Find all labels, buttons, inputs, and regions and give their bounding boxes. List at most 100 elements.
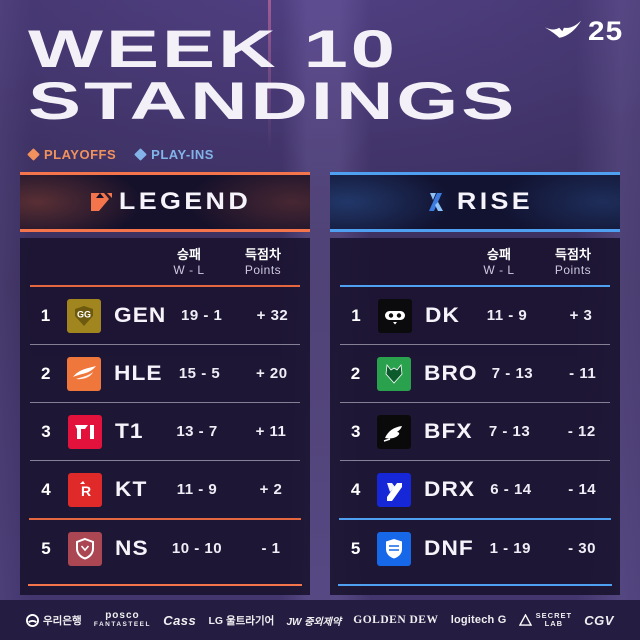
points-value: + 11 [255,423,287,441]
points-value: - 11 [569,365,597,383]
points-value: - 12 [567,423,596,441]
sponsor-golden-dew: GOLDEN DEW [353,614,438,626]
playins-key: PLAY-INS [134,147,214,162]
dnf-emblem-icon [386,538,403,559]
rise-panel: 승패 W - L 득점차 Points 1 [330,238,620,596]
sponsor-jw-pharma: JW 중외제약 [286,613,341,628]
points-header-english: Points [554,263,592,278]
win-loss-value: 7 - 13 [491,365,534,383]
bro-emblem-icon [385,363,403,384]
sponsor-sublabel: FANTASTEEL [93,620,151,628]
playoffs-label: PLAYOFFS [44,147,117,162]
table-row-dnf: 5 DNF 1 - 19 - 30 [330,520,620,577]
points-value: - 30 [568,540,596,558]
team-name: DRX [424,477,476,501]
team-name: DK [425,303,460,327]
playoffs-key: PLAYOFFS [27,147,117,162]
rank-label: 2 [41,363,51,383]
row-separator [340,460,610,462]
ns-emblem-icon [76,537,94,560]
table-row-kt: 4 R KT 11 - 9 + 2 [20,461,310,518]
win-loss-value: 7 - 13 [488,423,531,441]
rank-label: 4 [41,479,51,499]
rise-group-name: RISE [457,188,534,215]
sponsor-label: logitech G [450,614,507,626]
drx-team-logo [377,472,412,507]
sponsor-label: posco [105,610,140,622]
points-header-english: Points [244,263,282,278]
rank-label: 1 [40,305,51,325]
table-row-ns: 5 NS 10 - 10 - 1 [20,520,310,577]
win-loss-value: 11 - 9 [176,481,218,499]
legend-table-bottom-line [28,584,302,587]
team-name: BFX [424,419,474,443]
points-column-header: 득점차 Points [540,247,606,278]
rise-band-bottom-line [330,229,620,232]
t1-team-logo [68,414,102,449]
legend-panel: 승패 W - L 득점차 Points 1 GG GEN 19 [20,238,310,596]
wl-column-header: 승패 W - L [148,247,230,278]
win-loss-value: 13 - 7 [176,423,218,441]
sponsor-secretlab: SECRET LAB [518,612,572,628]
dk-team-logo [378,298,412,333]
points-value: - 14 [568,481,597,499]
sponsor-label: LG 울트라기어 [208,614,275,627]
hle-team-logo [67,356,102,391]
sponsor-label: Cass [163,612,197,628]
title-line-1: WEEK 10 [28,20,399,79]
sponsor-label: 우리은행 [43,614,82,627]
points-value: + 32 [256,307,289,325]
lck-25-logo: 25 [544,16,622,47]
kt-emblem-icon: R [80,480,91,499]
bfx-emblem-icon [384,425,403,442]
bro-team-logo [376,356,411,391]
wl-header-korean: 승패 [177,247,201,262]
points-value: + 2 [259,481,283,499]
rank-label: 5 [350,538,361,558]
table-row-hle: 2 HLE 15 - 5 + 20 [20,345,310,402]
rank-label: 1 [351,305,361,325]
legend-band: LEGEND [20,175,310,229]
lck-bird-icon [544,20,582,38]
rise-group-icon [429,193,444,211]
sponsor-woori-bank: 우리은행 [26,613,82,628]
gen-team-logo: GG [67,298,102,333]
rise-column-headers: 승패 W - L 득점차 Points [330,238,620,283]
wl-header-korean: 승패 [487,247,511,262]
win-loss-value: 10 - 10 [171,540,223,558]
sponsor-label: JW 중외제약 [286,616,342,628]
rise-band: RISE [330,175,620,229]
rise-table-bottom-line [338,584,612,587]
svg-text:GG: GG [77,309,91,319]
legend-group-name: LEGEND [119,188,252,215]
row-separator [30,460,300,462]
rank-label: 2 [350,363,361,383]
row-separator [340,344,610,346]
playins-label: PLAY-INS [151,147,214,162]
row-separator [340,402,610,404]
wl-header-english: W - L [173,263,205,278]
row-separator [30,402,300,404]
sponsor-sublabel: LAB [544,619,564,628]
legend-band-bottom-line [20,229,310,232]
points-value: + 20 [255,365,288,383]
sponsor-cgv: CGV [584,613,614,628]
sponsor-lg-ultragear: LG 울트라기어 [208,613,274,628]
win-loss-value: 15 - 5 [178,365,221,383]
rise-band-top-line [330,172,620,175]
wl-header-english: W - L [483,263,515,278]
legend-key: PLAYOFFS PLAY-INS [27,147,214,162]
playoff-cutoff-separator [339,518,611,521]
legend-group-table: LEGEND 승패 W - L 득점차 Points 1 [20,172,310,596]
table-row-dk: 1 DK 11 - 9 + 3 [330,287,620,344]
table-row-t1: 3 T1 13 - 7 + 11 [20,403,310,460]
rank-label: 3 [41,421,51,441]
table-row-bfx: 3 BFX 7 - 13 - 12 [330,403,620,460]
team-name: HLE [114,361,164,385]
woori-bank-icon [26,613,39,627]
svg-text:R: R [81,483,91,499]
bfx-team-logo [377,414,412,449]
secretlab-icon [518,614,532,626]
rank-label: 5 [41,538,51,558]
page-title: WEEK 10 STANDINGS [28,23,514,128]
